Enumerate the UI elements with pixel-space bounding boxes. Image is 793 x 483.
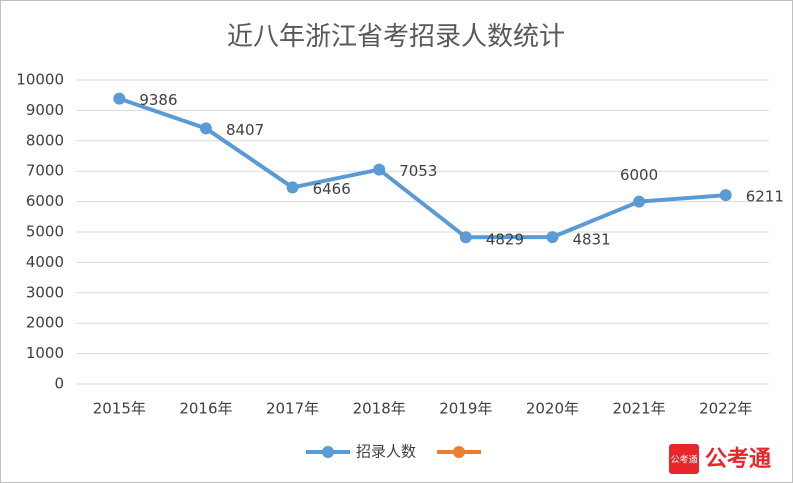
x-tick-label: 2019年 [439, 400, 492, 418]
data-label: 7053 [399, 162, 437, 180]
y-tick-label: 8000 [26, 131, 64, 149]
y-tick-label: 10000 [16, 71, 64, 89]
x-tick-label: 2020年 [526, 400, 579, 418]
watermark: 公考通 [705, 447, 771, 472]
data-label: 6466 [313, 180, 351, 198]
y-tick-label: 6000 [26, 192, 64, 210]
data-label: 8407 [226, 121, 264, 139]
data-point [113, 92, 126, 105]
data-label: 6000 [620, 166, 658, 184]
data-point [633, 195, 646, 208]
data-point [286, 181, 299, 194]
legend-marker [322, 446, 334, 458]
watermark-icon-text: 公考通 [670, 455, 697, 466]
x-tick-label: 2016年 [179, 400, 232, 418]
y-tick-label: 5000 [26, 223, 64, 241]
y-tick-label: 4000 [26, 253, 64, 271]
y-tick-label: 2000 [26, 314, 64, 332]
data-point [199, 122, 212, 135]
legend-label: 招录人数 [356, 443, 416, 461]
data-point [719, 189, 732, 202]
data-point [546, 231, 559, 244]
y-tick-label: 0 [54, 375, 64, 393]
y-tick-label: 7000 [26, 162, 64, 180]
x-tick-label: 2021年 [612, 400, 665, 418]
x-tick-label: 2022年 [699, 400, 752, 418]
y-tick-label: 1000 [26, 344, 64, 362]
watermark-icon [669, 444, 699, 474]
x-tick-label: 2015年 [93, 400, 146, 418]
data-point [373, 163, 386, 176]
x-tick-label: 2017年 [266, 400, 319, 418]
legend-extra [437, 446, 481, 458]
legend-marker [453, 446, 465, 458]
data-point [459, 231, 472, 244]
data-label: 4829 [486, 231, 524, 249]
y-tick-label: 9000 [26, 101, 64, 119]
series-line [118, 96, 726, 240]
x-tick-label: 2018年 [353, 400, 406, 418]
data-label: 4831 [572, 231, 610, 249]
data-label: 9386 [139, 91, 177, 109]
y-tick-label: 3000 [26, 283, 64, 301]
chart-title: 近八年浙江省考招录人数统计 [227, 22, 565, 52]
data-label: 6211 [746, 188, 784, 206]
